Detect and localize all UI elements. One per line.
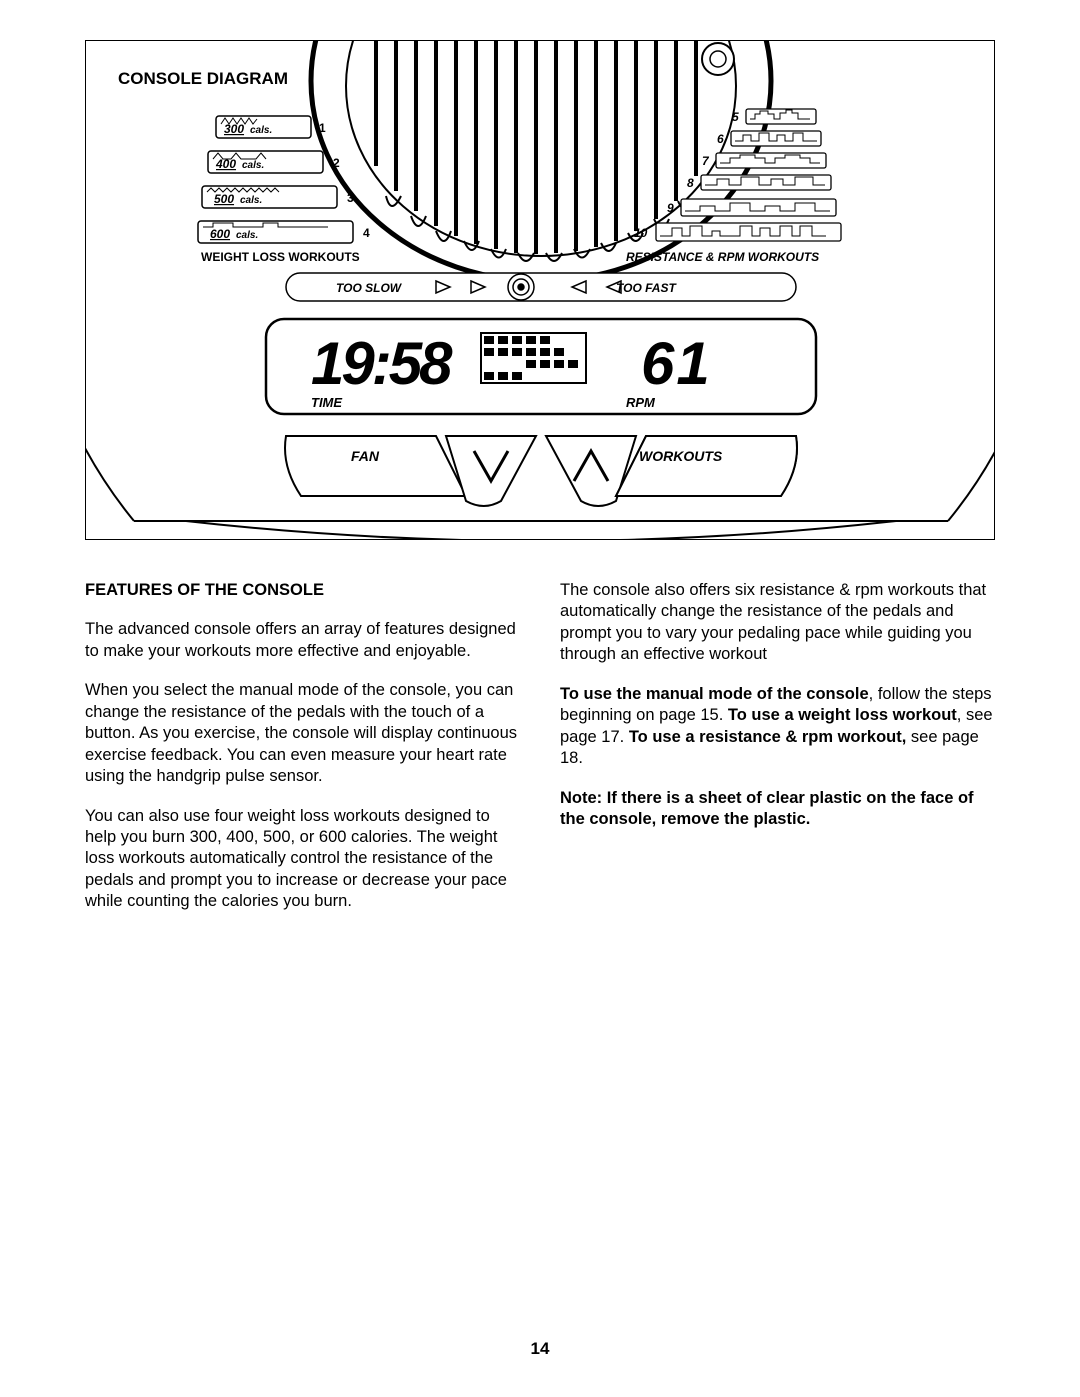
svg-text:9: 9 [667,201,674,215]
left-column: FEATURES OF THE CONSOLE The advanced con… [85,580,520,931]
svg-text:TIME: TIME [311,395,342,410]
svg-text:RPM: RPM [626,395,656,410]
svg-text:cals.: cals. [242,160,264,171]
svg-text:400: 400 [215,157,236,171]
fan-button[interactable] [285,436,466,496]
paragraph: The console also offers six resistance &… [560,580,995,666]
svg-text:300: 300 [224,122,244,136]
page-number: 14 [0,1339,1080,1359]
diagram-title: CONSOLE DIAGRAM [118,69,288,89]
svg-text:10: 10 [634,226,648,240]
console-diagram: CONSOLE DIAGRAM [85,40,995,540]
paragraph: The advanced console offers an array of … [85,619,520,662]
svg-text:500: 500 [214,192,234,206]
svg-text:TOO SLOW: TOO SLOW [336,281,403,295]
svg-text:TOO FAST: TOO FAST [616,281,677,295]
console-svg: 300 cals. 1 400 cals. 2 500 cals. 3 600 cals… [86,41,995,540]
svg-text:WORKOUTS: WORKOUTS [639,448,723,464]
paragraph: You can also use four weight loss workou… [85,806,520,913]
workouts-button[interactable] [616,436,797,496]
svg-text:2: 2 [333,156,340,170]
paragraph: To use the manual mode of the console, f… [560,684,995,770]
svg-text:600: 600 [210,227,230,241]
note-paragraph: Note: If there is a sheet of clear plast… [560,788,995,831]
lcd-time-value: 19:58 [311,330,453,397]
svg-text:cals.: cals. [236,230,258,241]
svg-text:6: 6 [717,132,724,146]
svg-text:cals.: cals. [240,195,262,206]
svg-text:WEIGHT LOSS WORKOUTS: WEIGHT LOSS WORKOUTS [201,250,360,264]
svg-text:cals.: cals. [250,125,272,136]
features-heading: FEATURES OF THE CONSOLE [85,580,520,601]
svg-text:RESISTANCE & RPM WORKOUTS: RESISTANCE & RPM WORKOUTS [626,250,819,264]
svg-text:4: 4 [363,226,370,240]
svg-text:FAN: FAN [351,448,380,464]
lcd-rpm-value: 61 [641,330,712,397]
svg-text:1: 1 [319,121,326,135]
body-text: FEATURES OF THE CONSOLE The advanced con… [85,580,995,931]
svg-text:3: 3 [347,191,354,205]
svg-text:5: 5 [732,110,739,124]
paragraph: When you select the manual mode of the c… [85,680,520,787]
svg-text:8: 8 [687,176,694,190]
right-column: The console also offers six resistance &… [560,580,995,931]
